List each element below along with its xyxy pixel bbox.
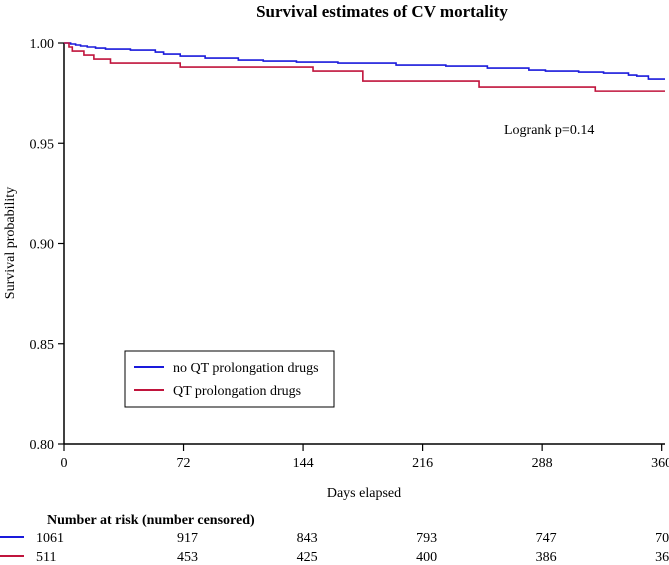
risk-value: 363	[655, 550, 669, 565]
x-axis-label: Days elapsed	[327, 486, 401, 501]
y-tick-label: 0.95	[30, 137, 55, 152]
y-tick-label: 0.90	[30, 238, 55, 253]
y-tick-label: 0.85	[30, 338, 55, 353]
logrank-annotation: Logrank p=0.14	[504, 123, 594, 138]
x-tick-label: 144	[293, 456, 314, 471]
risk-value: 511	[36, 550, 56, 565]
series-lines	[64, 42, 665, 92]
risk-table: 1061 917 843 793 747 702 511 453 425 400 386 363	[0, 531, 669, 565]
x-tick-label: 72	[177, 456, 191, 471]
risk-value: 917	[177, 531, 198, 546]
y-tick-label: 1.00	[30, 37, 55, 52]
risk-value: 1061	[36, 531, 64, 546]
y-axis-label: Survival probability	[3, 187, 18, 299]
risk-value: 386	[536, 550, 557, 565]
series-line-qt	[64, 42, 665, 92]
series-line-no-qt	[64, 42, 665, 80]
y-tick-label: 0.80	[30, 438, 55, 453]
x-tick-label: 216	[412, 456, 433, 471]
risk-value: 400	[416, 550, 437, 565]
x-tick-label: 360	[651, 456, 669, 471]
risk-value: 747	[536, 531, 557, 546]
risk-value: 453	[177, 550, 198, 565]
x-tick-label: 0	[61, 456, 68, 471]
legend-label-qt: QT prolongation drugs	[173, 384, 301, 399]
legend: no QT prolongation drugs QT prolongation…	[124, 350, 335, 408]
legend-label-no-qt: no QT prolongation drugs	[173, 361, 319, 376]
risk-value: 793	[416, 531, 437, 546]
legend-box	[124, 350, 335, 408]
x-tick-label: 288	[532, 456, 553, 471]
risk-value: 425	[297, 550, 318, 565]
risk-value: 702	[655, 531, 669, 546]
chart-title: Survival estimates of CV mortality	[256, 2, 508, 21]
risk-table-header: Number at risk (number censored)	[47, 513, 255, 528]
risk-value: 843	[297, 531, 318, 546]
ticks: 0 72 144 216 288 360 0.80 0.85 0.90 0.95 1.00	[30, 37, 669, 471]
